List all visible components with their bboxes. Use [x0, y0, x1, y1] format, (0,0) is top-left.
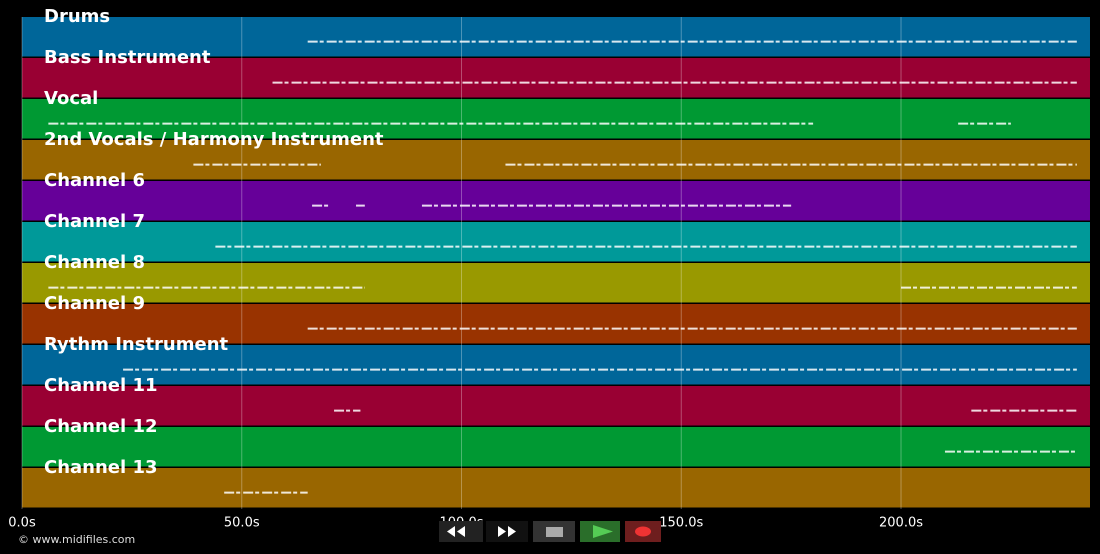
track-label: Channel 11: [44, 375, 158, 396]
track-label: 2nd Vocals / Harmony Instrument: [44, 129, 384, 150]
track-row: [22, 345, 1090, 385]
x-tick-label: 50.0s: [224, 516, 260, 531]
stop-button[interactable]: [533, 521, 575, 542]
x-tick-label: 0.0s: [8, 516, 36, 531]
track-label: Channel 12: [44, 416, 158, 437]
track-row: [22, 222, 1090, 262]
track-label: Channel 6: [44, 170, 145, 191]
x-tick-label: 150.0s: [659, 516, 703, 531]
track-label: Channel 9: [44, 293, 145, 314]
track-label: Channel 7: [44, 211, 145, 232]
track-row: [22, 304, 1090, 344]
track-row: [22, 17, 1090, 57]
track-label: Channel 8: [44, 252, 145, 273]
track-label: Vocal: [44, 88, 98, 109]
footer-credit: © www.midifiles.com: [18, 533, 135, 546]
track-row: [22, 140, 1090, 180]
track-label: Drums: [44, 6, 110, 27]
track-label: Bass Instrument: [44, 47, 211, 68]
play-button[interactable]: [580, 521, 620, 542]
rewind-button[interactable]: [439, 521, 483, 542]
track-row: [22, 58, 1090, 98]
track-row: [22, 181, 1090, 221]
transport-controls: [439, 521, 661, 542]
track-row: [22, 386, 1090, 426]
record-button[interactable]: [625, 521, 661, 542]
track-label: Rythm Instrument: [44, 334, 229, 355]
track-row: [22, 99, 1090, 139]
track-row: [22, 468, 1090, 508]
x-tick-label: 200.0s: [879, 516, 923, 531]
track-row: [22, 427, 1090, 467]
track-label: Channel 13: [44, 457, 158, 478]
track-row: [22, 263, 1090, 303]
fast-forward-button[interactable]: [486, 521, 528, 542]
